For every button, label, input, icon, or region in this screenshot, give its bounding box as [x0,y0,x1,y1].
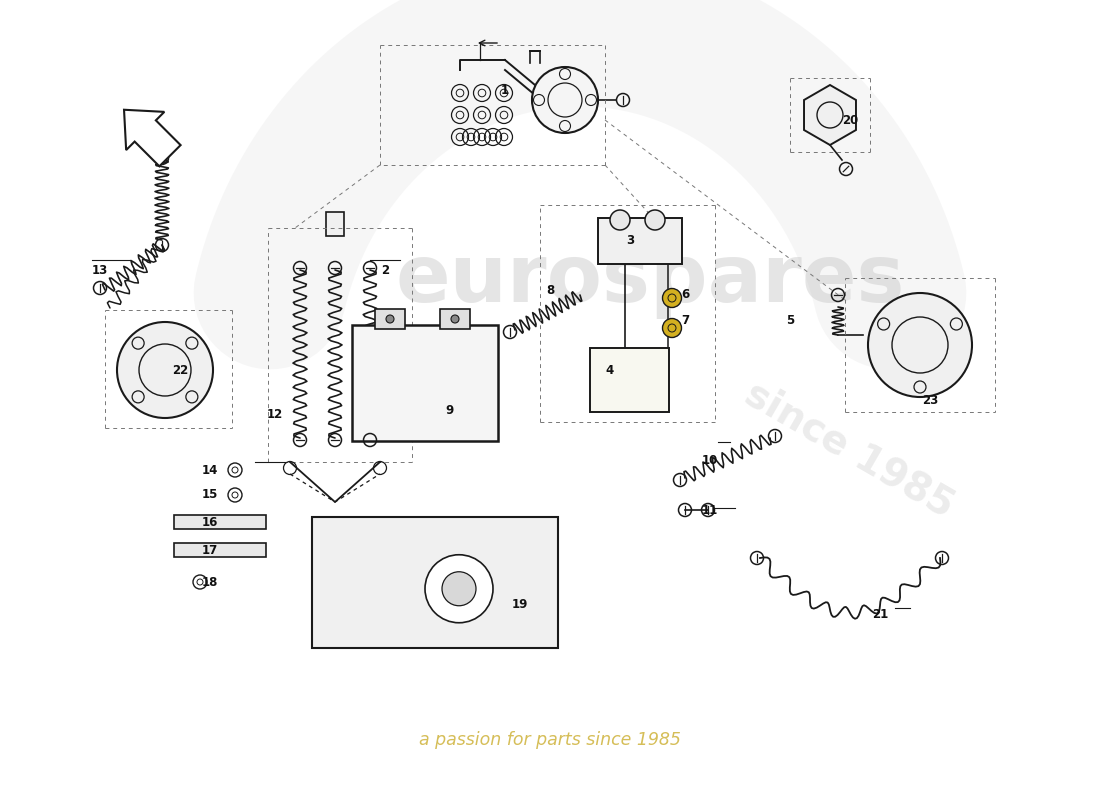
Polygon shape [124,110,180,166]
Circle shape [662,318,682,338]
FancyBboxPatch shape [375,309,405,329]
Circle shape [610,210,630,230]
Text: 5: 5 [785,314,794,326]
FancyBboxPatch shape [326,212,344,236]
Text: eurospares: eurospares [395,241,904,319]
Text: 4: 4 [606,363,614,377]
Text: 12: 12 [267,409,283,422]
Polygon shape [804,85,856,145]
Circle shape [117,322,213,418]
FancyBboxPatch shape [320,527,550,638]
Text: 15: 15 [201,489,218,502]
Circle shape [532,67,598,133]
Text: 10: 10 [702,454,718,466]
FancyBboxPatch shape [590,348,669,412]
Text: 17: 17 [202,543,218,557]
FancyBboxPatch shape [322,549,400,561]
Circle shape [386,315,394,323]
FancyBboxPatch shape [352,325,498,441]
Text: 18: 18 [201,575,218,589]
Text: 9: 9 [446,403,454,417]
Circle shape [662,289,682,307]
Text: 11: 11 [702,503,718,517]
Text: 21: 21 [872,609,888,622]
FancyBboxPatch shape [440,309,470,329]
Text: since 1985: since 1985 [739,374,961,526]
Circle shape [425,554,493,622]
FancyBboxPatch shape [312,517,558,648]
Text: 1: 1 [500,83,509,97]
Text: 13: 13 [92,263,108,277]
Circle shape [442,572,476,606]
FancyBboxPatch shape [174,515,266,529]
Text: 19: 19 [512,598,528,611]
Text: 23: 23 [922,394,938,406]
Text: 2: 2 [381,263,389,277]
Text: 7: 7 [681,314,689,326]
Circle shape [451,315,459,323]
Text: 6: 6 [681,289,689,302]
Text: 14: 14 [201,463,218,477]
Text: 16: 16 [201,515,218,529]
Circle shape [868,293,972,397]
FancyBboxPatch shape [174,543,266,557]
Text: 8: 8 [546,283,554,297]
FancyBboxPatch shape [598,218,682,264]
Text: 20: 20 [842,114,858,126]
Text: 3: 3 [626,234,634,246]
Circle shape [645,210,665,230]
Text: 22: 22 [172,363,188,377]
Text: a passion for parts since 1985: a passion for parts since 1985 [419,731,681,749]
